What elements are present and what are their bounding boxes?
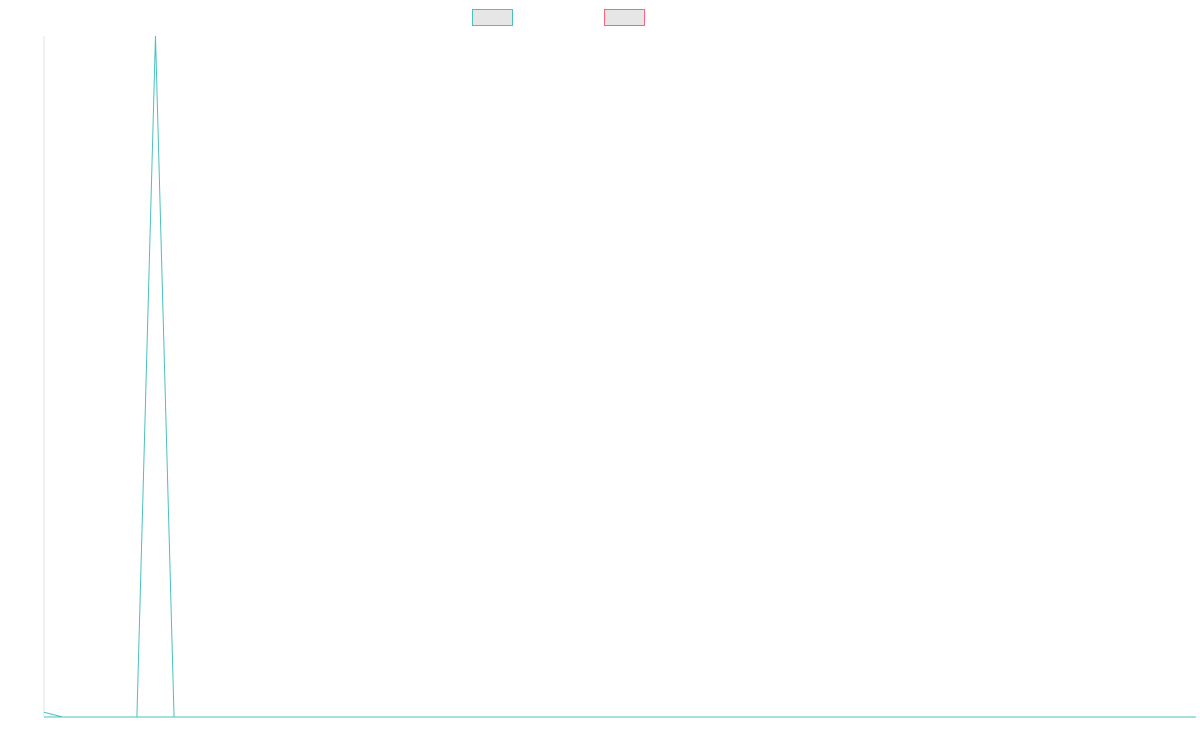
legend-item-1 [472,9,513,26]
series-line-1 [43,35,1196,718]
legend-item-2 [604,9,645,26]
legend-swatch-2 [604,9,645,26]
legend-swatch-1 [472,9,513,26]
